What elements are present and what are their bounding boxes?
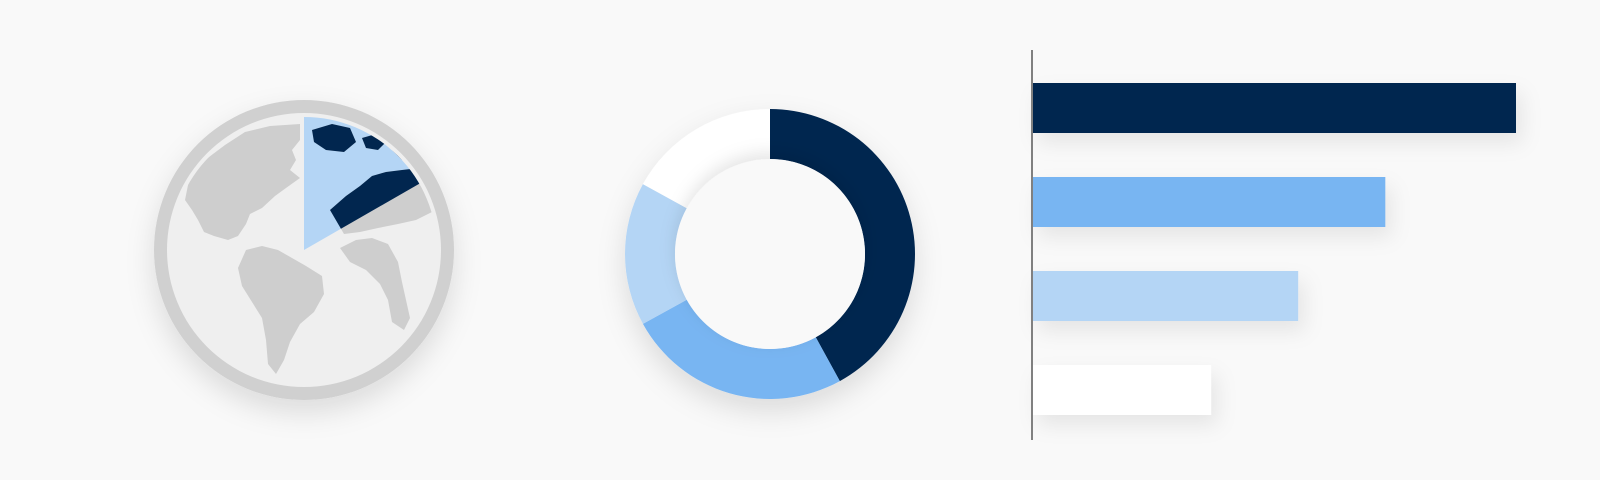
bar: [1032, 177, 1386, 227]
landmass-arctic-islands: [304, 134, 412, 184]
donut-hole: [675, 159, 865, 349]
horizontal-bar-chart: [1032, 83, 1516, 415]
donut-segment: [624, 184, 687, 324]
donut-chart: [624, 109, 916, 399]
landmass-south-america: [238, 246, 324, 374]
landmass-north-america: [185, 124, 300, 240]
donut-segment: [642, 109, 770, 209]
donut-segment: [642, 299, 840, 399]
bar: [1032, 83, 1516, 133]
landmass-africa: [340, 238, 410, 330]
donut-segment: [770, 109, 916, 382]
bar: [1032, 365, 1212, 415]
landmass-greenland: [312, 124, 356, 152]
bar: [1032, 271, 1299, 321]
